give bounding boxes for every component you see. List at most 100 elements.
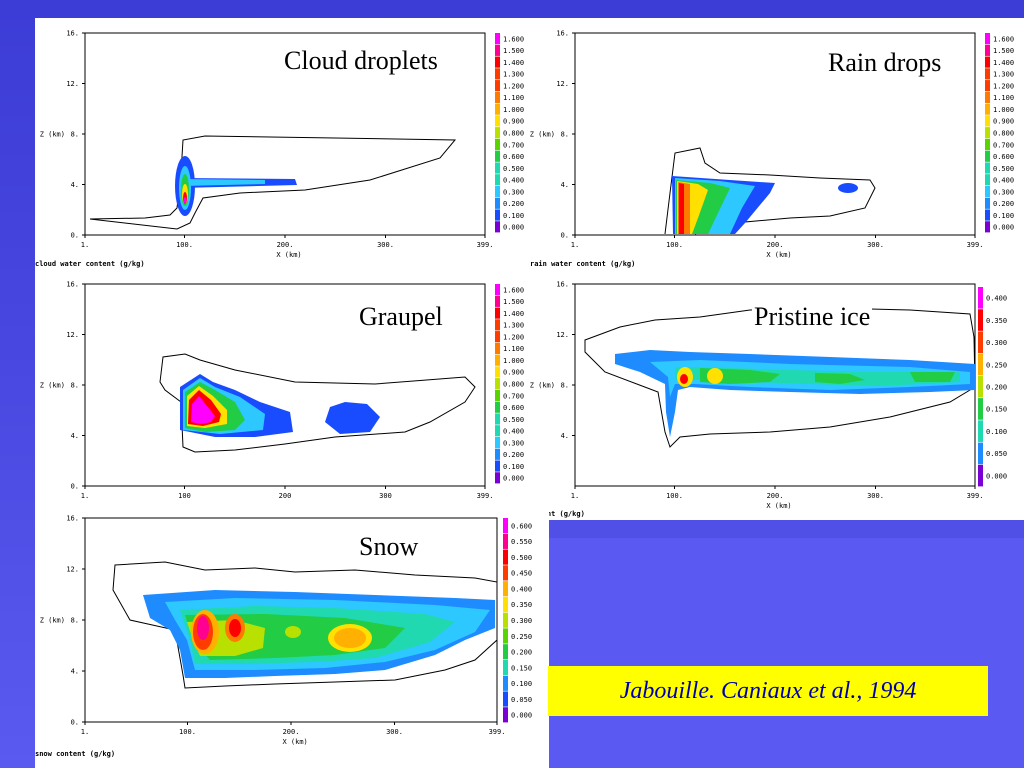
y-tick-label: 8.: [71, 617, 79, 625]
legend-swatch: [495, 284, 500, 296]
legend-swatch: [503, 596, 508, 613]
legend-label: 0.100: [993, 212, 1014, 220]
variable-caption: snow content (g/kg): [35, 750, 115, 758]
y-tick-label: 4.: [71, 668, 79, 676]
x-axis-label: X (km): [276, 251, 301, 259]
legend-label: 1.500: [503, 298, 524, 306]
cloud-outline: [159, 353, 476, 453]
legend-swatch: [985, 68, 990, 80]
legend-label: 0.250: [511, 633, 532, 641]
legend-swatch: [503, 675, 508, 691]
y-tick-label: 4.: [561, 181, 569, 189]
citation: Jabouille. Caniaux et al., 1994: [548, 666, 988, 716]
legend-label: 0.300: [993, 188, 1014, 196]
legend-swatch: [495, 401, 500, 413]
legend-swatch: [495, 472, 500, 484]
y-axis-label: Z (km): [530, 382, 555, 390]
legend-swatch: [503, 533, 508, 549]
legend-swatch: [985, 103, 990, 115]
panel-title: Cloud droplets: [282, 46, 440, 76]
legend-label: 0.450: [511, 570, 532, 578]
legend-label: 1.100: [993, 94, 1014, 102]
legend-swatch: [985, 127, 990, 139]
legend-label: 0.800: [993, 130, 1014, 138]
legend-label: 0.500: [503, 416, 524, 424]
x-tick-label: 1.: [81, 728, 89, 736]
legend-label: 0.050: [986, 450, 1007, 458]
panel-graupel: 1.600 1.500 1.400 1.300 1.200 1.100 1.000 0.900…: [35, 272, 535, 512]
legend-label: 0.900: [993, 118, 1014, 126]
variable-caption: rain water content (g/kg): [530, 260, 635, 268]
legend-label: 1.600: [993, 35, 1014, 43]
legend-label: 0.400: [993, 177, 1014, 185]
legend-label: 0.150: [986, 406, 1007, 414]
legend-swatch: [495, 197, 500, 209]
legend-bar: 0.600 0.550 0.500 0.450 0.400 0.350 0.300 0.250…: [503, 518, 532, 723]
legend-label: 0.700: [503, 141, 524, 149]
legend-swatch: [495, 209, 500, 221]
y-axis-label: Z (km): [530, 131, 555, 139]
legend-swatch: [985, 56, 990, 68]
legend-swatch: [978, 309, 983, 331]
legend-label: 1.200: [503, 82, 524, 90]
legend-label: 0.400: [986, 295, 1007, 303]
legend-swatch: [985, 33, 990, 45]
rain-field: [672, 176, 858, 234]
legend-label: 1.300: [503, 322, 524, 330]
legend-label: 1.200: [503, 333, 524, 341]
x-tick-label: 399.: [967, 241, 984, 249]
legend-label: 1.400: [503, 59, 524, 67]
legend-label: 0.500: [503, 165, 524, 173]
legend-label: 1.300: [993, 71, 1014, 79]
legend-swatch: [503, 581, 508, 597]
legend-label: 0.250: [986, 361, 1007, 369]
legend-swatch: [495, 150, 500, 162]
y-tick-label: 16.: [556, 30, 569, 38]
legend-label: 1.100: [503, 345, 524, 353]
legend-swatch: [985, 197, 990, 209]
y-tick-label: 16.: [66, 281, 79, 289]
legend-swatch: [978, 420, 983, 442]
legend-label: 1.400: [503, 310, 524, 318]
legend-swatch: [503, 659, 508, 676]
legend-swatch: [495, 389, 500, 402]
legend-swatch: [495, 138, 500, 151]
x-tick-label: 200.: [277, 241, 294, 249]
legend-swatch: [495, 221, 500, 233]
cloud-outline: [664, 147, 876, 235]
legend-label: 0.600: [503, 404, 524, 412]
y-tick-label: 8.: [561, 382, 569, 390]
cloud-field: [175, 156, 297, 216]
legend-bar: 0.400 0.350 0.300 0.250 0.200 0.150 0.100 0.050…: [978, 287, 1007, 487]
y-tick-label: 16.: [66, 515, 79, 523]
y-tick-label: 12.: [556, 331, 569, 339]
background-block: [549, 538, 1024, 768]
y-tick-label: 4.: [71, 432, 79, 440]
legend-swatch: [978, 353, 983, 376]
cloud-outline: [112, 561, 498, 689]
legend-swatch: [495, 127, 500, 139]
legend-swatch: [985, 162, 990, 174]
legend-label: 0.600: [993, 153, 1014, 161]
cloud-outline: [584, 307, 976, 448]
legend-label: 0.100: [511, 680, 532, 688]
y-axis-label: Z (km): [40, 617, 65, 625]
x-tick-label: 399.: [489, 728, 506, 736]
panel-title: Snow: [357, 532, 421, 562]
ice-field: [615, 350, 975, 437]
legend-label: 0.350: [511, 601, 532, 609]
legend-bar: 1.600 1.500 1.400 1.300 1.200 1.100 1.000 0.900…: [495, 284, 524, 484]
x-tick-label: 200.: [283, 728, 300, 736]
legend-swatch: [985, 185, 990, 198]
legend-swatch: [978, 442, 983, 465]
legend-swatch: [495, 295, 500, 307]
legend-label: 0.400: [503, 428, 524, 436]
legend-swatch: [503, 565, 508, 581]
y-tick-label: 4.: [71, 181, 79, 189]
x-tick-label: 100.: [179, 728, 196, 736]
legend-label: 0.600: [511, 522, 532, 530]
legend-swatch: [503, 612, 508, 628]
variable-caption: ontent (g/kg): [530, 510, 585, 518]
x-tick-label: 300.: [867, 492, 884, 500]
legend-label: 1.600: [503, 35, 524, 43]
